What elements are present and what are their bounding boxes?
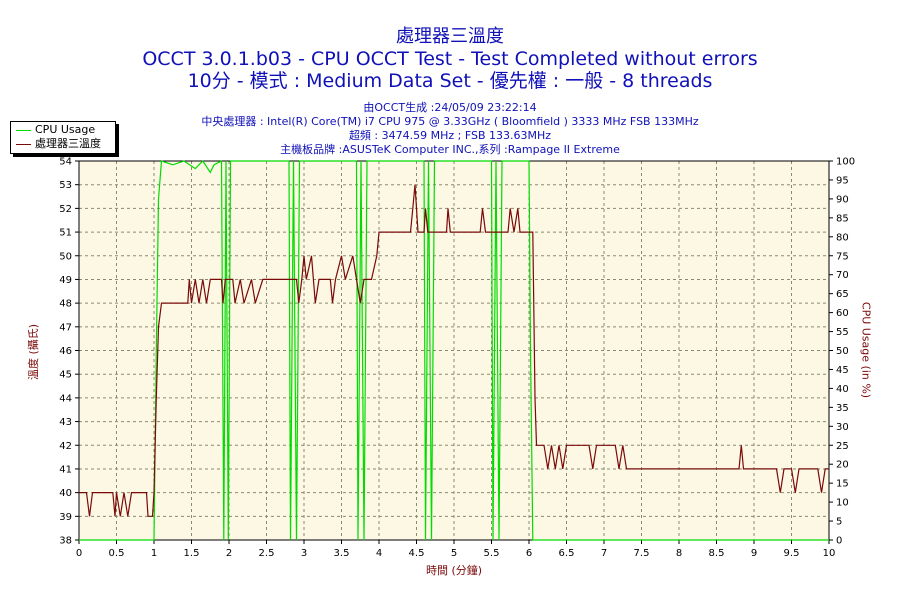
y-right-tick-label: 35 [836,403,849,414]
chart-title-block: 處理器三溫度 OCCT 3.0.1.b03 - CPU OCCT Test - … [0,26,900,92]
x-tick-label: 8 [676,548,682,559]
y-right-tick-label: 50 [836,346,849,357]
y-left-tick-label: 44 [59,393,72,404]
y-right-tick-label: 0 [836,536,842,547]
y-left-tick-label: 41 [59,464,72,475]
x-tick-label: 6 [526,548,532,559]
y-left-tick-label: 38 [59,536,72,547]
y-left-tick-label: 47 [59,322,72,333]
legend-label-cpu-usage: CPU Usage [35,123,96,136]
x-tick-label: 7.5 [634,548,650,559]
y-right-tick-label: 95 [836,175,849,186]
y-right-tick-label: 15 [836,479,849,490]
x-tick-label: 1.5 [184,548,200,559]
chart-legend: CPU Usage 處理器三溫度 [10,121,116,154]
y-left-tick-label: 48 [59,299,72,310]
y-right-tick-label: 75 [836,251,849,262]
x-tick-label: 4 [376,548,382,559]
y-right-tick-label: 90 [836,194,849,205]
x-tick-label: 3 [301,548,307,559]
x-tick-label: 9.5 [784,548,800,559]
y-left-tick-label: 52 [59,204,72,215]
y-right-tick-label: 20 [836,460,849,471]
legend-swatch-cpu-usage [16,129,31,131]
x-tick-label: 2.5 [259,548,275,559]
series-line-temperature [79,184,829,517]
y-right-tick-label: 65 [836,289,849,300]
y-left-tick-label: 54 [59,157,72,168]
y-left-tick-label: 50 [59,251,72,262]
x-tick-label: 3.5 [334,548,350,559]
x-tick-label: 2 [226,548,232,559]
y-left-tick-label: 40 [59,488,72,499]
info-cpu: 中央處理器 : Intel(R) Core(TM) i7 CPU 975 @ 3… [201,115,699,128]
y-left-tick-label: 51 [59,228,72,239]
y-right-tick-label: 25 [836,441,849,452]
x-tick-label: 6.5 [559,548,575,559]
x-axis-label: 時間 (分鐘) [425,564,483,577]
y-right-tick-label: 80 [836,232,849,243]
x-tick-label: 5 [451,548,457,559]
info-motherboard: 主機板品牌 :ASUSTeK Computer INC.,系列 :Rampage… [280,143,620,156]
info-generated: 由OCCT生成 :24/05/09 23:22:14 [363,101,537,114]
y-right-tick-label: 55 [836,327,849,338]
x-tick-label: 10 [823,548,836,559]
x-tick-label: 0 [76,548,82,559]
y-right-tick-label: 100 [836,157,855,168]
y-right-tick-label: 10 [836,498,849,509]
x-tick-label: 8.5 [709,548,725,559]
info-overclock: 超頻 : 3474.59 MHz ; FSB 133.63MHz [348,129,552,142]
y-right-tick-label: 60 [836,308,849,319]
x-tick-label: 1 [151,548,157,559]
y-right-tick-label: 70 [836,270,849,281]
chart-subtitle-test: OCCT 3.0.1.b03 - CPU OCCT Test - Test Co… [142,48,758,70]
series-line-cpu-usage [79,160,829,541]
x-tick-label: 0.5 [109,548,125,559]
y-left-tick-label: 49 [59,275,72,286]
y-left-tick-label: 39 [59,512,72,523]
chart-title: 處理器三溫度 [396,26,504,47]
x-tick-label: 5.5 [484,548,500,559]
y-left-tick-label: 53 [59,180,72,191]
y-left-tick-label: 43 [59,417,72,428]
y-right-tick-label: 45 [836,365,849,376]
y-left-tick-label: 45 [59,370,72,381]
y-right-tick-label: 85 [836,213,849,224]
y-left-tick-label: 46 [59,346,72,357]
legend-swatch-temperature [16,143,31,145]
legend-label-temperature: 處理器三溫度 [35,137,101,150]
y-right-tick-label: 40 [836,384,849,395]
y-right-tick-label: 5 [836,517,842,528]
system-info: 由OCCT生成 :24/05/09 23:22:14 中央處理器 : Intel… [0,101,900,157]
legend-item-cpu-usage: CPU Usage [16,123,95,137]
legend-item-temperature: 處理器三溫度 [16,137,101,151]
y-right-tick-label: 30 [836,422,849,433]
x-tick-label: 9 [751,548,757,559]
y-left-tick-label: 42 [59,441,72,452]
x-tick-label: 7 [601,548,607,559]
chart-subtitle-mode: 10分 - 模式 : Medium Data Set - 優先權 : 一般 - … [187,70,713,92]
x-tick-label: 4.5 [409,548,425,559]
